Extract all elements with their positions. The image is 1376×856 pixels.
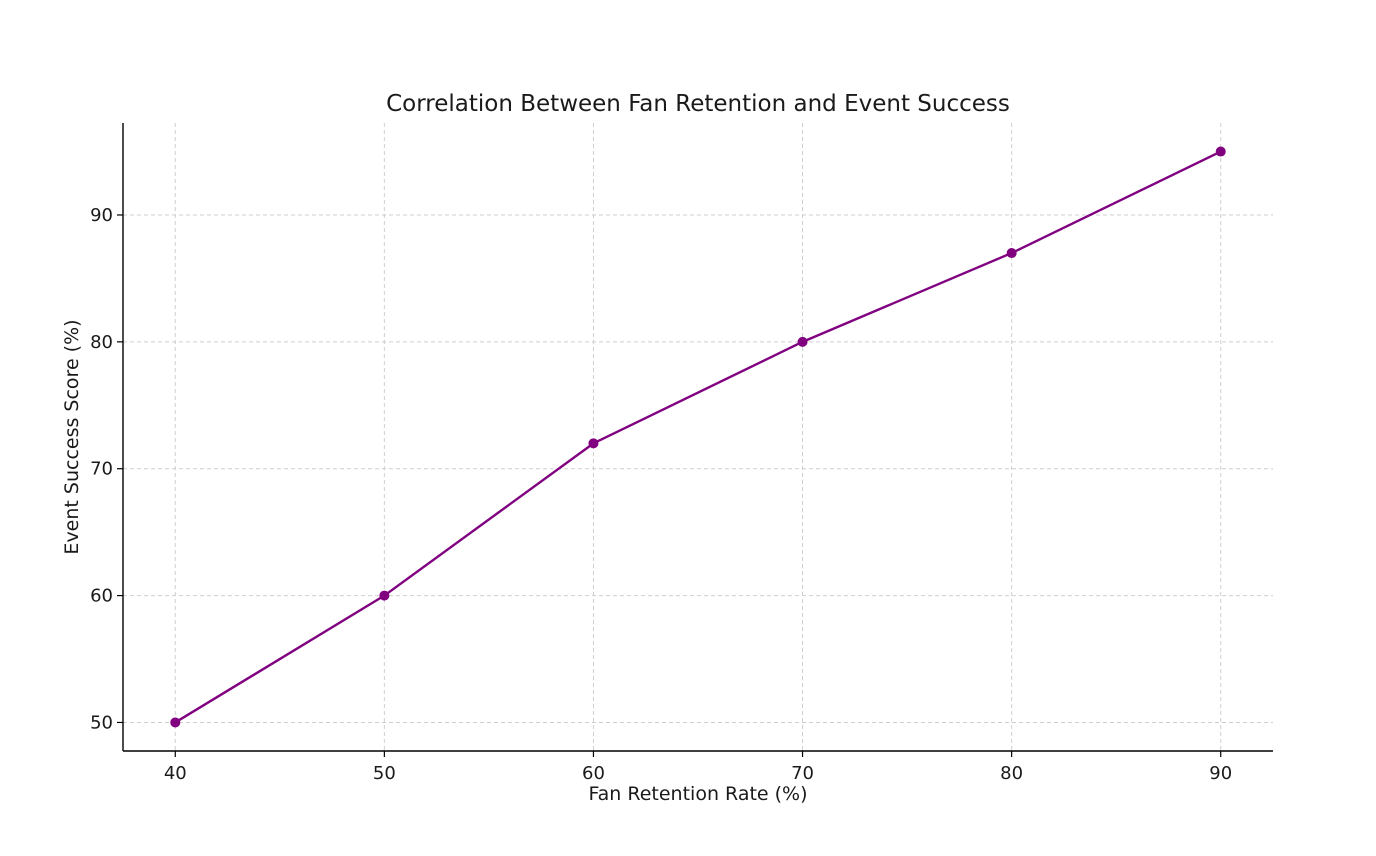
data-point-0-5 [1215, 146, 1226, 157]
data-point-0-1 [379, 590, 390, 601]
grid [123, 123, 1273, 751]
x-tick-label-2: 60 [582, 763, 605, 784]
series-line-0 [174, 150, 1222, 724]
series-layer [170, 146, 1226, 728]
y-tick-label-2: 70 [90, 459, 113, 480]
y-tick-label-0: 50 [90, 712, 113, 733]
y-tick-label-3: 80 [90, 332, 113, 353]
chart-title: Correlation Between Fan Retention and Ev… [386, 91, 1010, 117]
x-tick-label-1: 50 [373, 763, 396, 784]
x-tick-label-5: 90 [1209, 763, 1232, 784]
data-point-0-4 [1006, 248, 1017, 259]
x-tick-label-3: 70 [791, 763, 814, 784]
axes [117, 123, 1273, 757]
x-tick-label-4: 80 [1000, 763, 1023, 784]
y-axis-label: Event Success Score (%) [61, 319, 83, 554]
y-tick-label-1: 60 [90, 586, 113, 607]
data-point-0-3 [797, 336, 808, 347]
tick-labels: 40 50 60 70 80 90 50 60 70 80 90 [90, 205, 1232, 784]
data-point-0-2 [588, 438, 599, 449]
x-axis-label: Fan Retention Rate (%) [588, 783, 807, 805]
y-tick-label-4: 90 [90, 205, 113, 226]
data-point-0-0 [170, 717, 181, 728]
x-tick-label-0: 40 [164, 763, 187, 784]
